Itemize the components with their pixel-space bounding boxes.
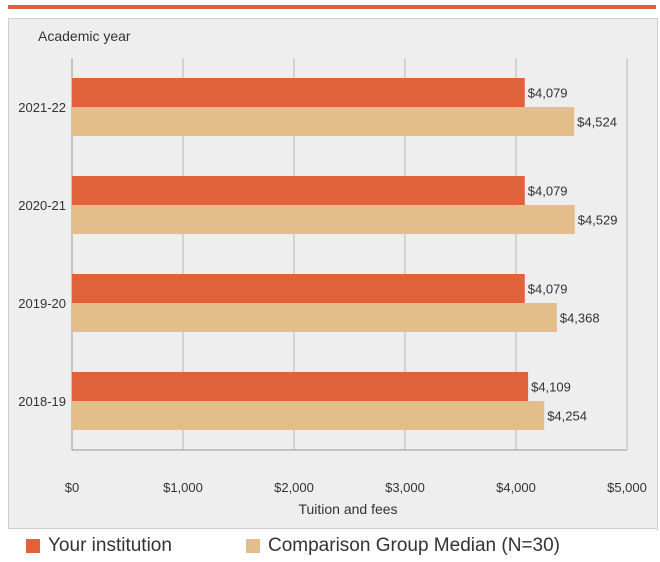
x-tick-label: $0 [65, 480, 79, 495]
x-tick-label: $3,000 [385, 480, 425, 495]
x-axis-title: Tuition and fees [298, 501, 397, 517]
top-accent-rule [8, 5, 656, 9]
legend-label: Comparison Group Median (N=30) [268, 535, 560, 556]
x-tick-label: $1,000 [163, 480, 203, 495]
legend-label: Your institution [48, 535, 172, 556]
bar-comparison-group [72, 205, 575, 234]
legend-item-your-institution: Your institution [26, 535, 172, 557]
legend: Your institution Comparison Group Median… [8, 528, 656, 562]
data-label: $4,254 [547, 409, 587, 424]
data-label: $4,109 [531, 380, 571, 395]
data-label: $4,079 [528, 86, 568, 101]
bar-your-institution [72, 274, 525, 303]
tuition-bar-chart: $0 $1,000 $2,000 $3,000 $4,000 $5,000 2021-22 $… [18, 28, 647, 517]
labels: $0 $1,000 $2,000 $3,000 $4,000 $5,000 2021-22 $… [18, 86, 647, 496]
y-axis-title: Academic year [38, 28, 131, 44]
y-tick-label: 2021-22 [18, 100, 66, 115]
bar-your-institution [72, 176, 525, 205]
bar-comparison-group [72, 303, 557, 332]
y-tick-label: 2019-20 [18, 296, 66, 311]
bar-your-institution [72, 78, 525, 107]
legend-swatch [26, 539, 40, 553]
y-tick-label: 2020-21 [18, 198, 66, 213]
data-label: $4,079 [528, 282, 568, 297]
legend-swatch [246, 539, 260, 553]
bar-your-institution [72, 372, 529, 401]
y-tick-label: 2018-19 [18, 394, 66, 409]
data-label: $4,529 [578, 213, 618, 228]
data-label: $4,079 [528, 184, 568, 199]
data-label: $4,524 [577, 115, 617, 130]
x-tick-label: $2,000 [274, 480, 314, 495]
bar-comparison-group [72, 107, 575, 136]
data-label: $4,368 [560, 311, 600, 326]
legend-item-comparison-group: Comparison Group Median (N=30) [246, 535, 560, 557]
bar-comparison-group [72, 401, 545, 430]
bars [72, 78, 575, 430]
x-tick-label: $5,000 [607, 480, 647, 495]
x-tick-label: $4,000 [496, 480, 536, 495]
